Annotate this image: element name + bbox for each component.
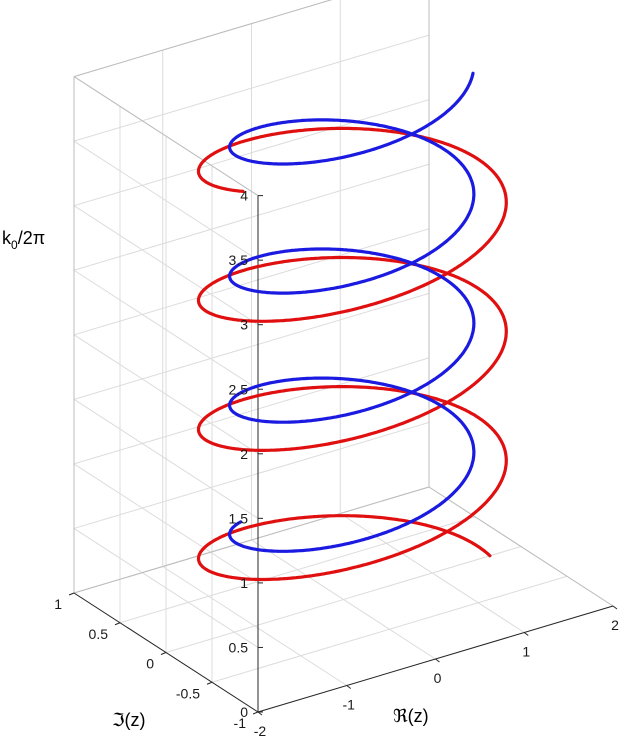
z-tick-label: 3.5 [229,252,249,268]
z-tick-label: 4 [240,188,248,204]
x-tick-label: 2 [611,617,619,633]
backwall-gridline-z [73,228,430,336]
x-tick-mark [523,632,529,636]
series-1-curve [228,71,476,553]
series-layer [196,71,508,582]
y-tick-label: 0 [146,656,154,672]
backwall-gridline-z [73,99,430,207]
x-tick-mark [346,685,352,689]
x-axis-label: ℜ(z) [393,706,429,726]
z-axis-label: k0/2π [2,228,45,252]
backwall-gridline-z [73,292,430,400]
y-tick-mark [68,592,75,596]
z-tick-label: 1.5 [229,510,249,526]
x-tick-mark [435,658,440,663]
floor-gridline-y [165,546,522,653]
box-edge [428,486,614,607]
x-tick-mark [612,605,618,610]
box-edge [73,486,430,594]
z-tick-label: 2 [240,446,248,462]
y-tick-label: -0.5 [176,685,200,701]
y-tick-label: 1 [54,596,62,612]
y-tick-label: 0.5 [89,626,109,642]
y-tick-mark [160,652,167,655]
backwall-gridline-z [73,34,430,142]
z-tick-label: 1 [240,575,248,591]
sidewall-gridline-z [73,334,259,455]
z-tick-label: 3 [240,317,248,333]
axes-box [68,0,618,716]
y-axis-label: ℑ(z) [112,710,146,730]
x-tick-label: -1 [343,697,356,713]
x-tick-label: 0 [434,670,442,686]
y-tick-mark [206,681,213,685]
y-tick-mark [252,711,259,715]
floor-gridline-y [211,575,568,683]
sidewall-gridline-z [73,398,259,519]
backwall-gridline-z [73,163,430,271]
sidewall-gridline-z [73,463,259,584]
sidewall-gridline-z [73,205,259,326]
backwall-gridline-z [73,357,430,465]
box-edge [73,76,259,197]
y-tick-mark [114,622,121,626]
box-edge [73,0,333,78]
z-tick-label: 2.5 [229,381,249,397]
backwall-gridline-z [73,421,430,529]
sidewall-gridline-z [73,528,259,648]
sidewall-gridline-z [73,140,259,261]
x-tick-label: 1 [522,644,530,660]
z-tick-label: 0 [240,704,248,720]
x-tick-label: -2 [254,723,267,739]
z-tick-label: 0.5 [229,639,249,655]
y-tick-label: -1 [234,715,247,731]
floor-gridline-y [119,516,476,624]
sidewall-gridline-z [73,269,259,390]
grid-layer [73,0,614,713]
